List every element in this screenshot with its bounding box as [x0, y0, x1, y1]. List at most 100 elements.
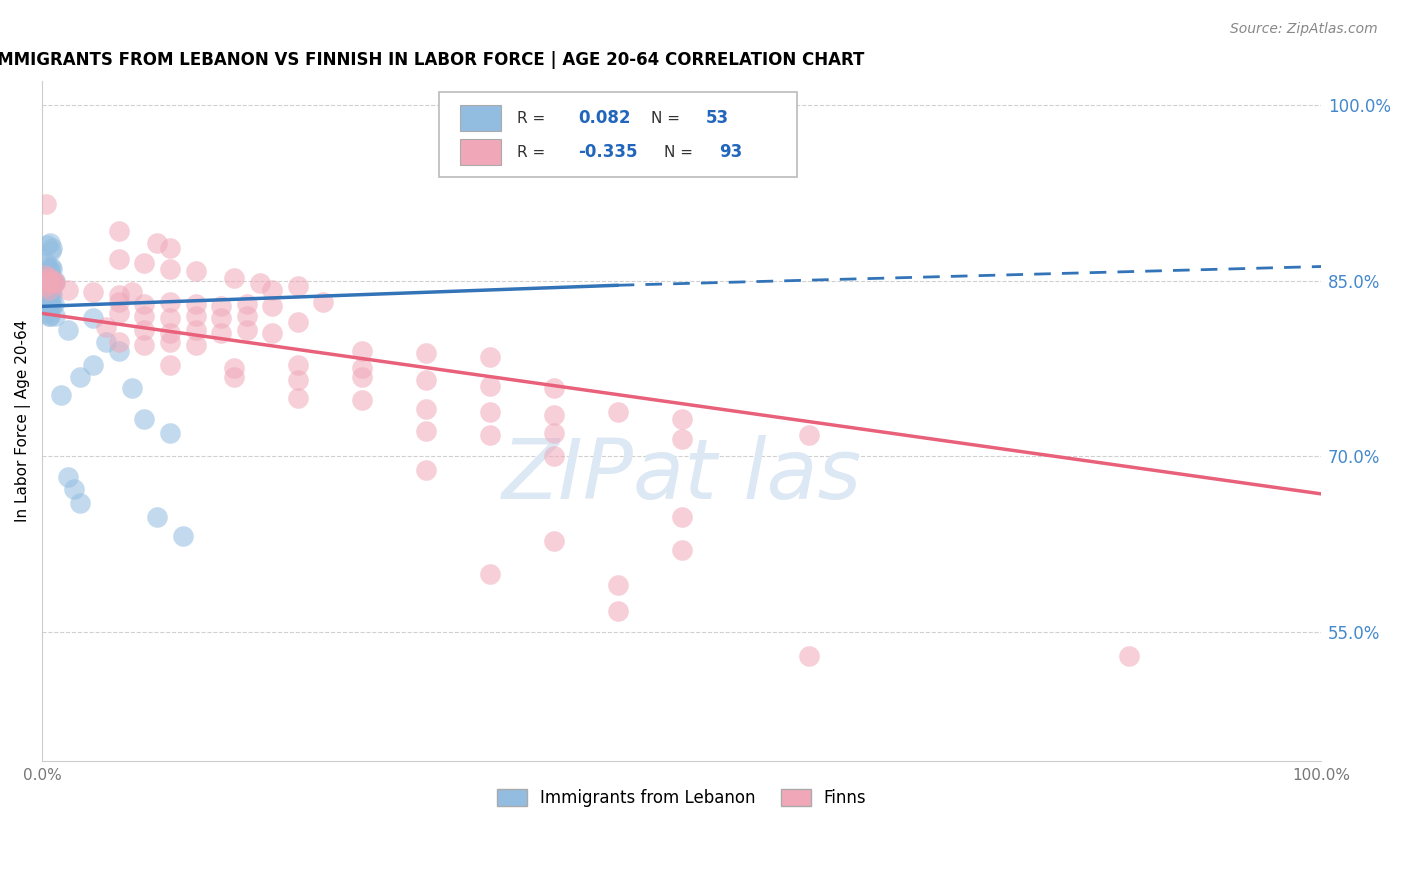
Text: IMMIGRANTS FROM LEBANON VS FINNISH IN LABOR FORCE | AGE 20-64 CORRELATION CHART: IMMIGRANTS FROM LEBANON VS FINNISH IN LA…	[0, 51, 865, 69]
Point	[184, 297, 207, 311]
Point	[671, 510, 693, 524]
Point	[44, 276, 66, 290]
Text: 0.082: 0.082	[578, 109, 630, 127]
Point	[415, 373, 437, 387]
Point	[222, 361, 245, 376]
Point	[415, 424, 437, 438]
Point	[222, 369, 245, 384]
Point	[209, 299, 232, 313]
Point	[39, 244, 62, 259]
Point	[108, 287, 131, 301]
Point	[799, 648, 821, 663]
Point	[159, 334, 181, 349]
Point	[478, 566, 501, 581]
Point	[94, 320, 117, 334]
Point	[108, 334, 131, 349]
Point	[34, 271, 56, 285]
Point	[235, 323, 257, 337]
Point	[35, 306, 58, 320]
Point	[56, 470, 79, 484]
Point	[37, 238, 59, 252]
Point	[159, 241, 181, 255]
Point	[108, 294, 131, 309]
Point	[56, 283, 79, 297]
Point	[35, 274, 58, 288]
Point	[35, 271, 58, 285]
Point	[39, 274, 62, 288]
Point	[287, 391, 309, 405]
Point	[287, 373, 309, 387]
Point	[63, 482, 86, 496]
Point	[146, 510, 169, 524]
Point	[35, 256, 58, 270]
Point	[121, 381, 143, 395]
Point	[37, 274, 59, 288]
Point	[37, 309, 59, 323]
Point	[350, 369, 373, 384]
Point	[37, 271, 59, 285]
Point	[41, 241, 63, 255]
Point	[209, 311, 232, 326]
Point	[543, 381, 565, 395]
Point	[56, 323, 79, 337]
Point	[172, 529, 194, 543]
Point	[108, 306, 131, 320]
Point	[235, 309, 257, 323]
Point	[121, 285, 143, 300]
Point	[543, 450, 565, 464]
Point	[184, 309, 207, 323]
Point	[39, 285, 62, 300]
Point	[134, 323, 156, 337]
Point	[235, 297, 257, 311]
Point	[262, 299, 284, 313]
Point	[159, 311, 181, 326]
Point	[69, 496, 91, 510]
Point	[262, 283, 284, 297]
FancyBboxPatch shape	[439, 92, 797, 177]
Point	[606, 578, 628, 592]
Point	[38, 236, 60, 251]
Point	[184, 338, 207, 352]
Point	[82, 358, 104, 372]
Point	[39, 260, 62, 274]
Point	[44, 309, 66, 323]
Point	[35, 285, 58, 300]
Point	[35, 197, 58, 211]
Point	[35, 279, 58, 293]
Point	[37, 285, 59, 300]
Point	[350, 343, 373, 358]
Point	[799, 428, 821, 442]
Point	[38, 285, 60, 300]
Point	[37, 260, 59, 274]
Point	[41, 299, 63, 313]
Point	[51, 388, 73, 402]
Point	[41, 274, 63, 288]
Point	[41, 287, 63, 301]
Point	[39, 276, 62, 290]
Point	[543, 425, 565, 440]
Point	[38, 309, 60, 323]
Bar	[460, 105, 502, 131]
Text: ZIPat las: ZIPat las	[502, 435, 862, 516]
Point	[350, 361, 373, 376]
Point	[606, 604, 628, 618]
Point	[159, 326, 181, 341]
Point	[1118, 648, 1140, 663]
Point	[184, 323, 207, 337]
Point	[543, 409, 565, 423]
Text: N =: N =	[651, 111, 685, 126]
Point	[478, 405, 501, 419]
Point	[94, 334, 117, 349]
Point	[69, 369, 91, 384]
Point	[606, 405, 628, 419]
Text: -0.335: -0.335	[578, 143, 637, 161]
Point	[312, 294, 335, 309]
Point	[287, 315, 309, 329]
Point	[146, 236, 169, 251]
Point	[41, 276, 63, 290]
Point	[108, 224, 131, 238]
Point	[222, 271, 245, 285]
Point	[34, 283, 56, 297]
Text: R =: R =	[516, 145, 550, 160]
Point	[415, 463, 437, 477]
